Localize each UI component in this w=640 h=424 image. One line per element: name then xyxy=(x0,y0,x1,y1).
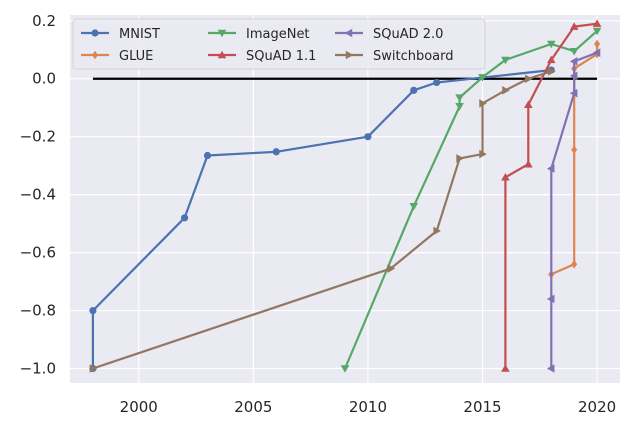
data-point-squad-2-0 xyxy=(546,364,555,373)
data-point-squad-1-1 xyxy=(501,364,510,372)
data-point-imagenet xyxy=(592,27,602,36)
data-point-squad-1-1 xyxy=(546,55,556,64)
data-point-squad-2-0 xyxy=(569,88,578,98)
data-point-squad-1-1 xyxy=(524,100,533,109)
series-switchboard xyxy=(89,67,556,373)
data-point-squad-1-1 xyxy=(592,19,602,27)
legend-label: ImageNet xyxy=(246,27,310,42)
legend-label: Switchboard xyxy=(373,49,454,64)
data-point-switchboard xyxy=(502,86,510,95)
data-point-imagenet xyxy=(569,47,579,56)
x-tick-label: 2000 xyxy=(120,398,158,416)
data-point-glue xyxy=(571,145,578,155)
x-tick-label: 2010 xyxy=(349,398,387,416)
data-point-imagenet xyxy=(455,94,464,102)
data-point-imagenet xyxy=(409,203,419,211)
legend-label: SQuAD 2.0 xyxy=(373,27,443,42)
y-tick-label: −0.4 xyxy=(20,186,56,204)
legend-swatch-marker xyxy=(345,50,354,60)
data-point-imagenet xyxy=(501,56,510,65)
y-tick-label: 0.2 xyxy=(32,12,56,30)
data-point-squad-2-0 xyxy=(592,48,601,57)
legend-item-mnist: MNIST xyxy=(81,27,160,42)
series-layer xyxy=(89,19,602,373)
data-point-squad-1-1 xyxy=(524,159,533,168)
plot-area xyxy=(70,15,620,383)
legend-item-switchboard: Switchboard xyxy=(335,49,454,64)
y-tick-label: 0.0 xyxy=(32,70,56,88)
legend-swatch-marker xyxy=(217,29,227,38)
data-point-squad-2-0 xyxy=(569,57,578,66)
data-point-switchboard xyxy=(548,67,556,76)
y-tick-label: −0.8 xyxy=(20,302,56,320)
x-tick-label: 2015 xyxy=(463,398,501,416)
series-imagenet xyxy=(340,27,602,373)
legend-swatch-marker xyxy=(91,29,99,37)
series-squad-2-0 xyxy=(546,48,601,373)
legend-item-glue: GLUE xyxy=(81,49,153,64)
data-point-squad-2-0 xyxy=(569,71,578,81)
legend-label: GLUE xyxy=(119,49,153,64)
data-point-imagenet xyxy=(478,74,487,82)
data-point-mnist xyxy=(203,151,212,160)
legend-item-imagenet: ImageNet xyxy=(208,27,310,42)
legend-swatch-marker xyxy=(344,28,353,38)
data-point-mnist xyxy=(364,133,372,141)
data-point-mnist xyxy=(180,214,189,222)
data-point-switchboard xyxy=(387,264,396,273)
legend-swatch-marker xyxy=(217,50,227,59)
series-squad-1-1 xyxy=(501,19,602,372)
data-point-imagenet xyxy=(340,365,350,373)
data-point-switchboard xyxy=(479,99,487,108)
data-point-glue xyxy=(594,39,601,49)
axis-labels: 2000 2005 2010 2015 2020 −1.0 −0.8 −0.6 −0.4 −0.2… xyxy=(20,12,617,416)
data-point-mnist xyxy=(89,306,97,315)
legend-label: SQuAD 1.1 xyxy=(246,49,316,64)
data-point-squad-1-1 xyxy=(569,22,579,30)
data-point-switchboard xyxy=(525,74,533,84)
data-point-switchboard xyxy=(456,154,464,163)
data-point-squad-2-0 xyxy=(546,294,555,304)
y-tick-label: −1.0 xyxy=(20,360,56,378)
legend-box xyxy=(72,18,486,70)
y-tick-label: −0.6 xyxy=(20,244,56,262)
data-point-imagenet xyxy=(546,40,556,49)
data-point-mnist xyxy=(272,148,280,156)
data-point-glue xyxy=(571,259,578,269)
legend-label: MNIST xyxy=(119,27,160,42)
data-point-imagenet xyxy=(455,103,464,111)
x-tick-label: 2020 xyxy=(578,398,616,416)
data-point-switchboard xyxy=(89,364,98,373)
legend: MNIST GLUE ImageNet SQuAD 1.1 SQuAD 2.0 Switc… xyxy=(72,18,486,70)
legend-item-squad-2-0: SQuAD 2.0 xyxy=(335,27,443,42)
data-point-squad-1-1 xyxy=(501,172,510,181)
data-point-squad-2-0 xyxy=(546,164,555,173)
legend-item-squad-1-1: SQuAD 1.1 xyxy=(208,49,316,64)
data-point-mnist xyxy=(410,86,418,94)
data-point-switchboard xyxy=(433,226,441,236)
data-point-switchboard xyxy=(479,149,487,159)
data-point-mnist xyxy=(433,78,441,87)
x-tick-label: 2005 xyxy=(234,398,272,416)
y-tick-label: −0.2 xyxy=(20,128,56,146)
legend-swatch-marker xyxy=(91,50,99,60)
